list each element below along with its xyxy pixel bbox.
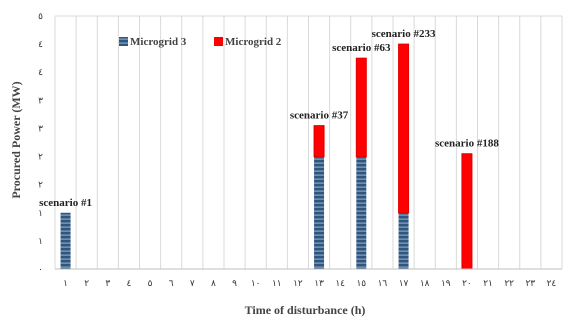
y-axis-title: Procured Power (MW) [9,81,23,198]
x-tick-label: ١٢ [293,278,303,288]
y-tick-label: ٥ [38,11,43,21]
bar-microgrid-2 [398,43,410,214]
x-tick-label: ٥ [148,278,153,288]
y-tick-label: ٢ [38,180,43,190]
x-tick-label: ١٠ [251,278,261,288]
legend-swatch-microgrid-3 [119,37,128,46]
y-tick-label: ٠ [38,264,43,274]
x-tick-label: ٣ [105,278,110,288]
bar-microgrid-3 [398,212,409,269]
x-tick-label: ٢١ [483,278,493,288]
bar-microgrid-2 [313,125,325,158]
x-tick-label: ١٦ [378,278,388,288]
y-tick-label: ٣ [38,95,43,105]
x-tick-label: ٤ [127,278,132,288]
annotations: scenario #1 scenario #37 scenario #63 scena… [39,28,499,209]
x-tick-label: ١٣ [314,278,324,288]
grid [54,15,563,269]
x-tick-label: ١٨ [420,278,430,288]
x-tick-label: ٢٠ [462,278,472,288]
x-tick-label: ٧ [190,278,195,288]
y-tick-label: ١ [38,236,43,246]
x-tick-label: ٦ [169,278,174,288]
y-tick-label: ٣ [38,123,43,133]
legend: Microgrid 3 Microgrid 2 [119,36,282,48]
x-tick-label: ٢ [84,278,89,288]
axes: ١ ٢ ٣ ٤ ٥ ٦ ٧ ٨ ٩ ١٠ ١١ ١٢ ١٣ ١٤ ١٥ ١٦ ١٧ ١٨ ١٩ ٢٠ ٢١ ٢٢ ٢٣ ٢٤٠… [38,11,562,288]
y-tick-label: ٤ [38,39,43,49]
x-tick-label: ١ [63,278,68,288]
legend-label-microgrid-2: Microgrid 2 [225,36,282,48]
scenario-annotation: scenario #233 [372,28,436,40]
y-tick-label: ١ [38,208,43,218]
scenario-annotation: scenario #1 [39,197,92,209]
bar-microgrid-2 [355,57,367,158]
scenario-annotation: scenario #188 [435,138,499,150]
x-axis-title: Time of disturbance (h) [245,303,366,317]
x-tick-label: ١٤ [335,278,345,288]
bar-microgrid-3 [60,212,71,269]
bar-microgrid-3 [314,156,325,269]
bar-microgrid-2 [461,153,473,270]
legend-swatch-microgrid-2 [214,37,223,46]
x-tick-label: ١٩ [441,278,451,288]
bar-microgrid-3 [356,156,367,269]
x-tick-label: ١٥ [356,278,366,288]
y-tick-label: ٢ [38,152,43,162]
y-tick-label: ٤ [38,67,43,77]
x-tick-label: ٢٢ [504,278,514,288]
x-tick-label: ١١ [272,278,282,288]
x-tick-label: ١٧ [399,278,409,288]
x-tick-label: ٩ [232,278,237,288]
bars [60,43,473,270]
x-tick-label: ٨ [211,278,216,288]
scenario-annotation: scenario #37 [290,110,349,122]
scenario-annotation: scenario #63 [332,42,391,54]
x-tick-label: ٢٤ [547,278,557,288]
x-tick-label: ٢٣ [525,278,535,288]
legend-label-microgrid-3: Microgrid 3 [130,36,187,48]
